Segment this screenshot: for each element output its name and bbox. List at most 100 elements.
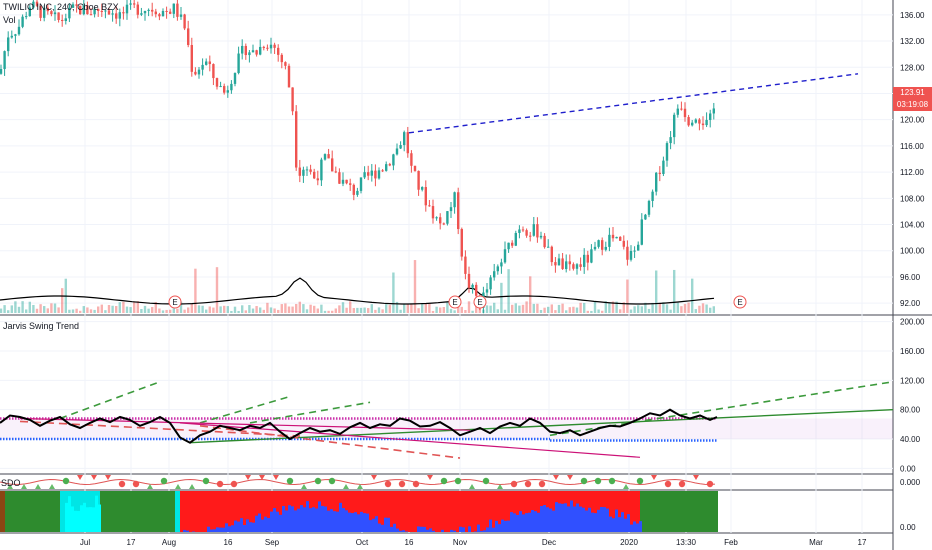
volume-bar bbox=[338, 305, 341, 313]
candles bbox=[0, 0, 715, 314]
heatmap-blue-bar bbox=[609, 516, 612, 532]
candle-body bbox=[305, 169, 309, 171]
candle-body bbox=[669, 137, 672, 144]
candle-body bbox=[691, 122, 694, 126]
candle-body bbox=[82, 5, 85, 15]
heatmap-blue-bar bbox=[324, 506, 327, 532]
volume-bar bbox=[547, 306, 550, 313]
heatmap-blue-bar bbox=[282, 505, 285, 532]
heatmap-blue-bar bbox=[345, 510, 348, 532]
volume-bar bbox=[147, 308, 150, 313]
volume-bar bbox=[43, 306, 46, 313]
candle-body bbox=[658, 172, 661, 174]
heatmap-blue-bar bbox=[288, 505, 291, 532]
heatmap-cyan-bar bbox=[74, 510, 77, 532]
candle-body bbox=[525, 230, 528, 236]
candle-body bbox=[453, 192, 456, 208]
volume-bar bbox=[35, 308, 39, 313]
heatmap-blue-bar bbox=[261, 519, 264, 532]
volume-bar bbox=[507, 269, 510, 313]
heatmap-blue-bar bbox=[495, 520, 498, 532]
sdo-legend[interactable]: SDO bbox=[1, 478, 21, 488]
volume-bar bbox=[662, 302, 665, 313]
time-tick-label: Mar bbox=[809, 538, 823, 547]
candle-body bbox=[334, 171, 337, 173]
sdo-dot bbox=[62, 477, 70, 485]
volume-bar bbox=[345, 307, 348, 313]
jarvis-tick-label: 80.00 bbox=[900, 406, 921, 415]
candle-body bbox=[701, 123, 705, 126]
heatmap-blue-bar bbox=[627, 514, 630, 532]
volume-bar bbox=[377, 307, 381, 313]
heatmap-blue-bar bbox=[318, 501, 321, 532]
red-dashed-line-2 bbox=[19, 420, 301, 437]
earnings-marker bbox=[168, 295, 182, 309]
sdo-triangle bbox=[77, 475, 83, 480]
heatmap-blue-bar bbox=[522, 514, 525, 532]
volume-bar bbox=[97, 306, 100, 313]
candle-body bbox=[259, 46, 262, 55]
candle-body bbox=[626, 246, 629, 260]
volume-bar bbox=[496, 309, 499, 313]
candle-body bbox=[176, 3, 179, 17]
heatmap-blue-bar bbox=[432, 530, 435, 532]
interval-label[interactable]: 240 bbox=[57, 2, 73, 12]
candle-body bbox=[601, 240, 604, 250]
volume-bar bbox=[417, 308, 420, 313]
candle-body bbox=[39, 5, 42, 18]
heatmap-blue-bar bbox=[531, 510, 534, 532]
candle-body bbox=[417, 170, 420, 190]
volume-bar bbox=[259, 307, 262, 313]
heatmap-cyan-bar bbox=[71, 506, 74, 532]
volume-bar bbox=[284, 303, 287, 313]
indicator-legend[interactable]: Jarvis Swing Trend bbox=[3, 321, 80, 331]
volume-bar bbox=[208, 306, 211, 313]
heatmap-blue-bar bbox=[255, 515, 258, 532]
sdo-dot bbox=[216, 480, 224, 488]
y-axis-labels[interactable]: 136.00132.00128.00124.00120.00116.00112.… bbox=[900, 11, 925, 532]
heatmap-blue-bar bbox=[216, 527, 219, 532]
heatmap-blue-bar bbox=[624, 518, 627, 532]
heatmap-blue-bar bbox=[474, 531, 477, 532]
volume-bar bbox=[298, 301, 301, 313]
sdo-triangle bbox=[301, 484, 307, 489]
candle-body bbox=[633, 250, 636, 252]
heatmap-cyan-bar bbox=[92, 507, 95, 532]
candle-body bbox=[111, 13, 114, 15]
candle-body bbox=[622, 240, 625, 247]
sdo-dot bbox=[440, 477, 448, 485]
countdown-badge: 03:19:08 bbox=[893, 99, 932, 111]
x-axis-labels[interactable]: Jul 17 Aug 16 Sep Oct 16 Nov Dec 2020 13:30 Feb Mar 1… bbox=[80, 538, 867, 547]
heatmap-blue-bar bbox=[570, 500, 573, 532]
volume-bar bbox=[161, 310, 165, 313]
candle-body bbox=[255, 50, 258, 55]
candle-body bbox=[403, 132, 406, 146]
volume-bar bbox=[172, 308, 175, 313]
symbol-name[interactable]: TWILIO INC bbox=[3, 2, 52, 12]
volume-legend[interactable]: Vol bbox=[3, 15, 16, 25]
volume-bar bbox=[125, 306, 129, 313]
volume-bars bbox=[0, 260, 715, 313]
candle-body bbox=[367, 172, 370, 176]
sdo-triangle bbox=[371, 475, 377, 480]
candle-body bbox=[611, 234, 615, 239]
heatmap-blue-bar bbox=[417, 526, 420, 532]
volume-bar bbox=[7, 310, 10, 313]
heatmap-blue-bar bbox=[270, 511, 273, 532]
candle-body bbox=[572, 264, 575, 269]
volume-bar bbox=[644, 302, 647, 313]
volume-bar bbox=[395, 301, 399, 313]
candle-body bbox=[100, 10, 103, 12]
heatmap-blue-bar bbox=[573, 506, 576, 532]
volume-bar bbox=[28, 301, 31, 313]
volume-bar bbox=[385, 304, 388, 313]
earnings-marker-label: E bbox=[452, 298, 457, 307]
sdo-triangle bbox=[623, 484, 629, 489]
candle-body bbox=[680, 108, 683, 110]
volume-bar bbox=[565, 310, 568, 313]
heatmap-blue-bar bbox=[399, 530, 402, 532]
volume-bar bbox=[86, 307, 89, 313]
volume-bar bbox=[406, 303, 409, 313]
candle-body bbox=[475, 284, 478, 296]
